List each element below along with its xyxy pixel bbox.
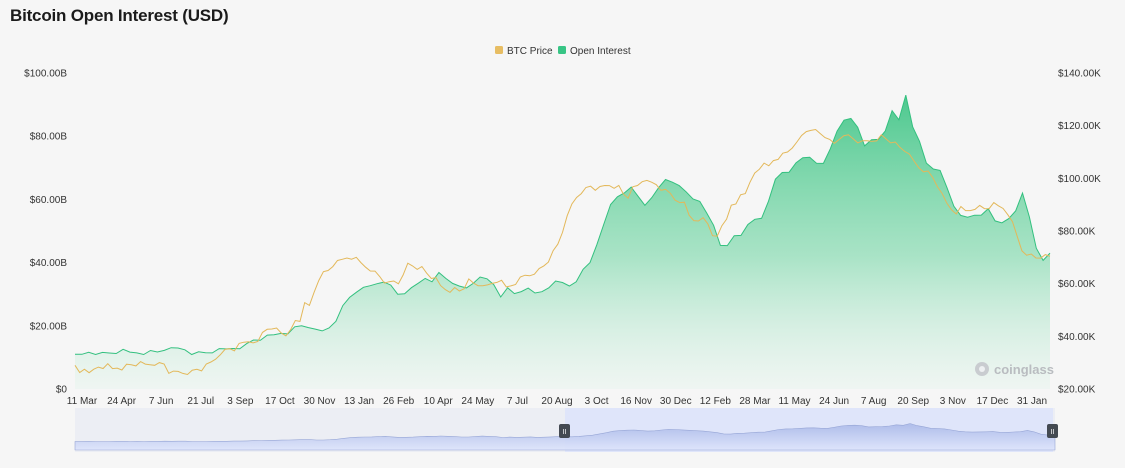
y-right-tick-label: $140.00K — [1058, 69, 1101, 80]
x-tick-label: 30 Nov — [304, 396, 336, 407]
navigator-left-handle[interactable]: II — [559, 424, 570, 438]
x-tick-label: 3 Nov — [940, 396, 966, 407]
y-right-tick-label: $80.00K — [1058, 227, 1096, 238]
x-axis: 11 Mar 24 Apr 7 Jun 21 Jul 3 Sep 17 Oct 30 Nov… — [67, 396, 1047, 407]
y-right-tick-label: $100.00K — [1058, 174, 1101, 185]
x-tick-label: 12 Feb — [700, 396, 732, 407]
y-right-tick-label: $20.00K — [1058, 385, 1096, 396]
x-tick-label: 24 May — [461, 396, 494, 407]
y-left-tick-label: $100.00B — [24, 69, 67, 80]
x-tick-label: 21 Jul — [187, 396, 214, 407]
x-tick-label: 3 Sep — [227, 396, 254, 407]
y-axis-right: $20.00K $40.00K $60.00K $80.00K $100.00K $120… — [1058, 69, 1101, 396]
y-right-tick-label: $40.00K — [1058, 332, 1096, 343]
legend-item-open-interest[interactable]: Open Interest — [558, 46, 631, 57]
navigator-right-handle[interactable]: II — [1047, 424, 1058, 438]
open-interest-line — [74, 94, 1051, 356]
legend-item-btc-price[interactable]: BTC Price — [495, 46, 553, 57]
x-tick-label: 17 Oct — [265, 396, 295, 407]
btc-price-line — [74, 128, 1051, 376]
y-right-tick-label: $120.00K — [1058, 121, 1101, 132]
x-tick-label: 28 Mar — [739, 396, 771, 407]
x-tick-label: 7 Jun — [149, 396, 173, 407]
x-tick-label: 16 Nov — [620, 396, 652, 407]
x-tick-label: 30 Dec — [660, 396, 692, 407]
y-left-tick-label: $20.00B — [30, 321, 68, 332]
x-tick-label: 17 Dec — [977, 396, 1009, 407]
y-right-tick-label: $60.00K — [1058, 279, 1096, 290]
x-tick-label: 7 Jul — [507, 396, 528, 407]
x-tick-label: 11 May — [778, 396, 810, 407]
chart-title: Bitcoin Open Interest (USD) — [10, 6, 229, 25]
x-tick-label: 20 Aug — [541, 396, 572, 407]
right-handle-grip: II — [1051, 429, 1055, 436]
legend: BTC Price Open Interest — [495, 46, 631, 57]
left-handle-grip: II — [563, 429, 567, 436]
x-tick-label: 10 Apr — [424, 396, 454, 407]
y-axis-left: $0 $20.00B $40.00B $60.00B $80.00B $100.00B — [24, 69, 67, 396]
watermark-text: coinglass — [994, 362, 1054, 377]
y-left-tick-label: $80.00B — [30, 132, 68, 143]
y-left-tick-label: $0 — [56, 385, 68, 396]
x-tick-label: 31 Jan — [1017, 396, 1047, 407]
range-navigator[interactable]: II II — [74, 408, 1058, 452]
x-tick-label: 24 Jun — [819, 396, 849, 407]
x-tick-label: 26 Feb — [383, 396, 415, 407]
legend-label-btc-price: BTC Price — [507, 46, 553, 57]
y-left-tick-label: $40.00B — [30, 258, 68, 269]
y-left-tick-label: $60.00B — [30, 195, 68, 206]
x-tick-label: 20 Sep — [897, 396, 929, 407]
x-tick-label: 24 Apr — [107, 396, 137, 407]
x-tick-label: 13 Jan — [344, 396, 374, 407]
x-tick-label: 3 Oct — [585, 396, 609, 407]
x-tick-label: 7 Aug — [861, 396, 887, 407]
open-interest-area — [75, 95, 1050, 389]
coinglass-watermark: coinglass — [975, 362, 1054, 377]
x-tick-label: 11 Mar — [67, 396, 98, 407]
legend-label-open-interest: Open Interest — [570, 46, 631, 57]
